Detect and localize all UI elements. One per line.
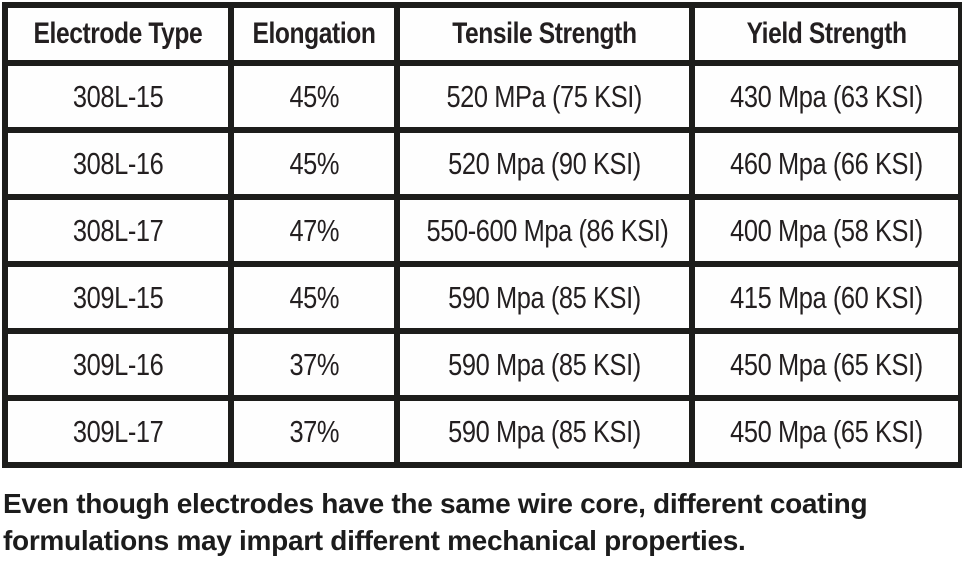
table-row: 309L-17 37% 590 Mpa (85 KSI) 450 Mpa (65… [5,398,961,465]
cell-value: 450 Mpa (65 KSI) [730,346,923,382]
table-cell-electrode-type: 308L-16 [5,130,231,197]
cell-value: 400 Mpa (58 KSI) [730,212,923,248]
column-header-label: Electrode Type [33,17,203,50]
cell-value: 37% [289,413,339,449]
column-header-tensile-strength: Tensile Strength [397,5,692,63]
table-caption-note: Even though electrodes have the same wir… [3,488,868,556]
cell-value: 308L-17 [72,212,164,248]
column-header-electrode-type: Electrode Type [5,5,231,63]
cell-value: 550-600 Mpa (86 KSI) [426,212,669,248]
table-row: 309L-15 45% 590 Mpa (85 KSI) 415 Mpa (60… [5,264,961,331]
cell-value: 45% [289,145,339,181]
table-cell-tensile-strength: 550-600 Mpa (86 KSI) [397,197,692,264]
table-cell-tensile-strength: 590 Mpa (85 KSI) [397,331,692,398]
table-row: 308L-15 45% 520 MPa (75 KSI) 430 Mpa (63… [5,63,961,130]
table-cell-tensile-strength: 590 Mpa (85 KSI) [397,264,692,331]
table-row: 308L-16 45% 520 Mpa (90 KSI) 460 Mpa (66… [5,130,961,197]
table-cell-yield-strength: 430 Mpa (63 KSI) [692,63,961,130]
cell-value: 309L-15 [72,279,164,315]
table-cell-elongation: 45% [231,63,397,130]
table-cell-elongation: 37% [231,331,397,398]
column-header-label: Elongation [252,17,376,50]
cell-value: 430 Mpa (63 KSI) [730,78,923,114]
cell-value: 520 MPa (75 KSI) [446,78,643,114]
cell-value: 45% [289,78,339,114]
table-cell-elongation: 45% [231,130,397,197]
table-cell-elongation: 37% [231,398,397,465]
cell-value: 590 Mpa (85 KSI) [448,346,641,382]
column-header-elongation: Elongation [231,5,397,63]
table-row: 309L-16 37% 590 Mpa (85 KSI) 450 Mpa (65… [5,331,961,398]
cell-value: 37% [289,346,339,382]
table-cell-electrode-type: 309L-16 [5,331,231,398]
table-header-row: Electrode Type Elongation Tensile Streng… [5,5,961,63]
table-cell-tensile-strength: 520 Mpa (90 KSI) [397,130,692,197]
table-cell-yield-strength: 400 Mpa (58 KSI) [692,197,961,264]
table-cell-elongation: 47% [231,197,397,264]
table-cell-tensile-strength: 520 MPa (75 KSI) [397,63,692,130]
table-cell-tensile-strength: 590 Mpa (85 KSI) [397,398,692,465]
table-cell-yield-strength: 415 Mpa (60 KSI) [692,264,961,331]
table-cell-yield-strength: 450 Mpa (65 KSI) [692,398,961,465]
table-cell-yield-strength: 460 Mpa (66 KSI) [692,130,961,197]
cell-value: 590 Mpa (85 KSI) [448,279,641,315]
table-row: 308L-17 47% 550-600 Mpa (86 KSI) 400 Mpa… [5,197,961,264]
column-header-label: Tensile Strength [452,17,637,50]
cell-value: 590 Mpa (85 KSI) [448,413,641,449]
column-header-label: Yield Strength [746,17,907,50]
table-cell-yield-strength: 450 Mpa (65 KSI) [692,331,961,398]
cell-value: 45% [289,279,339,315]
table-cell-electrode-type: 308L-17 [5,197,231,264]
table-cell-elongation: 45% [231,264,397,331]
table-cell-electrode-type: 308L-15 [5,63,231,130]
cell-value: 415 Mpa (60 KSI) [730,279,923,315]
cell-value: 47% [289,212,339,248]
cell-value: 308L-15 [72,78,164,114]
cell-value: 309L-17 [72,413,164,449]
cell-value: 450 Mpa (65 KSI) [730,413,923,449]
cell-value: 460 Mpa (66 KSI) [730,145,923,181]
table-cell-electrode-type: 309L-15 [5,264,231,331]
cell-value: 309L-16 [72,346,164,382]
table-cell-electrode-type: 309L-17 [5,398,231,465]
electrode-properties-table: Electrode Type Elongation Tensile Streng… [2,2,962,468]
column-header-yield-strength: Yield Strength [692,5,961,63]
cell-value: 520 Mpa (90 KSI) [448,145,641,181]
cell-value: 308L-16 [72,145,164,181]
